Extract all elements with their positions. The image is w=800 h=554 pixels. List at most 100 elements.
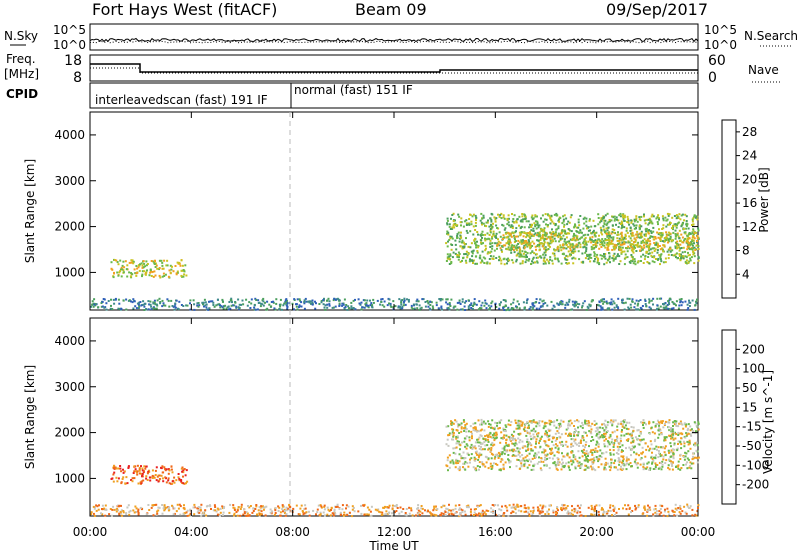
range-cell [463,510,466,513]
range-cell [688,507,691,509]
range-cell [424,301,427,303]
range-cell [475,508,477,510]
range-cell [547,243,550,246]
y-tick-label: 4000 [54,128,85,142]
range-cell [616,435,619,438]
range-cell [609,303,612,306]
range-cell [580,439,582,442]
range-cell [677,235,680,238]
range-cell [503,305,506,308]
range-cell [479,442,482,445]
range-cell [537,433,540,436]
range-cell [251,511,254,514]
range-cell [590,300,593,303]
range-cell [459,303,462,305]
range-cell [692,239,695,242]
range-cell [621,224,623,227]
range-cell [378,510,381,513]
range-cell [518,441,521,444]
range-cell [667,510,670,513]
range-cell [572,262,575,265]
range-cell [627,504,630,507]
range-cell [141,266,144,269]
range-cell [221,505,224,508]
range-cell [484,299,487,302]
range-cell [455,442,458,445]
range-cell [649,307,652,310]
range-cell [606,512,609,515]
range-cell [507,307,510,310]
range-cell [569,247,572,250]
range-cell [582,241,585,244]
range-cell [158,506,161,509]
range-cell [669,250,672,253]
range-cell [597,443,600,446]
range-cell [692,462,695,465]
range-cell [119,467,122,470]
range-cell [613,246,616,249]
range-cell [90,511,93,514]
range-cell [265,505,268,508]
range-cell [608,307,611,310]
range-cell [573,507,576,510]
range-cell [680,298,683,300]
range-cell [219,304,221,307]
range-cell [255,299,258,301]
range-cell [663,245,666,248]
range-cell [523,465,526,468]
range-cell [153,270,156,273]
range-cell [476,465,479,468]
range-cell [326,306,329,309]
range-cell [198,304,201,307]
range-cell [120,482,123,485]
range-cell [162,302,165,305]
range-cell [152,275,155,278]
range-cell [670,462,673,465]
range-cell [410,304,413,307]
range-cell [543,238,546,240]
range-cell [317,504,320,507]
range-cell [586,466,589,469]
range-cell [637,429,640,432]
range-cell [490,302,493,305]
range-cell [445,260,448,262]
range-cell [222,300,224,303]
range-cell [502,234,505,237]
range-cell [654,237,657,240]
range-cell [523,463,526,466]
range-cell [640,457,643,460]
range-cell [530,468,533,471]
range-cell [669,442,672,445]
range-cell [685,225,688,227]
range-cell [126,506,129,509]
range-cell [587,452,590,455]
range-cell [635,224,638,227]
range-cell [549,242,552,245]
range-cell [637,300,640,303]
range-cell [241,299,244,302]
range-cell [470,307,473,309]
range-cell [454,222,457,225]
range-cell [155,303,158,306]
range-cell [513,506,516,509]
range-cell [527,511,530,514]
range-cell [119,465,122,467]
range-cell [695,514,698,517]
range-cell [128,271,131,274]
range-cell [259,506,262,509]
range-cell [677,467,680,470]
range-cell [519,262,522,265]
range-cell [465,300,468,303]
range-cell [517,433,520,435]
range-cell [151,504,154,507]
range-cell [630,441,633,444]
range-cell [454,243,457,246]
range-cell [490,305,493,308]
range-cell [587,229,590,232]
range-cell [686,248,689,251]
range-cell [148,469,150,472]
range-cell [124,260,127,263]
range-cell [575,443,578,446]
range-cell [455,458,458,461]
range-cell [530,448,533,450]
